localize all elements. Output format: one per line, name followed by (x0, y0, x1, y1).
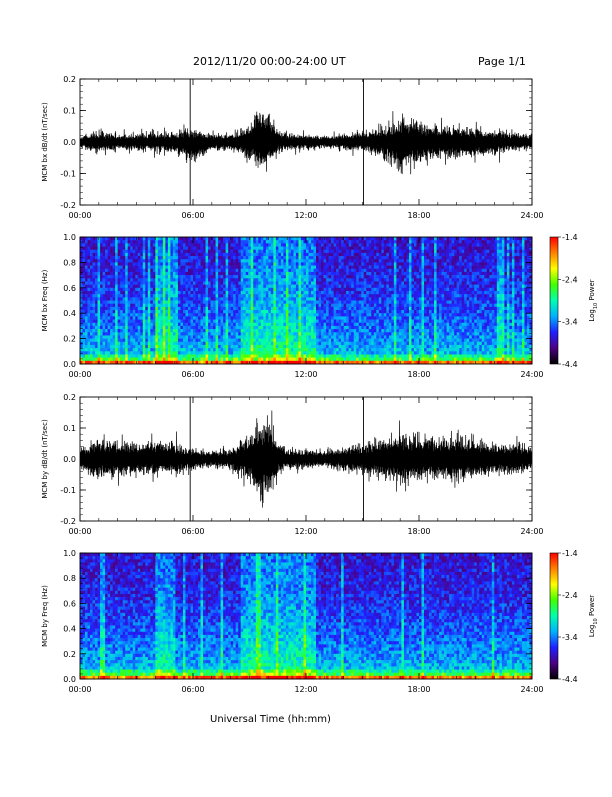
colorbar-label: Log10 Power (588, 595, 599, 637)
signal-trace (80, 410, 532, 507)
date-range-title: 2012/11/20 00:00-24:00 UT (193, 55, 346, 68)
x-tick-label: 24:00 (520, 370, 543, 379)
y-tick-label: 0.1 (63, 107, 76, 116)
colorbar-label-main: Log (588, 309, 596, 322)
x-tick-label: 00:00 (68, 370, 91, 379)
x-tick-label: 06:00 (181, 685, 204, 694)
y-tick-label: 0.6 (63, 599, 76, 608)
y-tick-label: -0.1 (60, 486, 76, 495)
y-tick-label: 0.0 (63, 455, 76, 464)
colorbar-tick-label: -2.4 (562, 275, 578, 284)
x-tick-label: 00:00 (68, 685, 91, 694)
spectrogram (80, 237, 532, 364)
x-tick-label: 18:00 (407, 527, 430, 536)
colorbar-label-main: Log (588, 625, 596, 638)
y-axis-label: MCM by Freq (Hz) (41, 585, 49, 647)
x-tick-label: 18:00 (407, 370, 430, 379)
colorbar-label-tail: Power (588, 279, 596, 303)
y-tick-label: 0.2 (63, 650, 76, 659)
x-axis-label: Universal Time (hh:mm) (210, 714, 331, 725)
y-axis-label: MCM by dB/dt (nT/sec) (41, 419, 49, 499)
y-tick-label: -0.1 (60, 170, 76, 179)
y-tick-label: -0.2 (60, 201, 76, 210)
y-tick-label: 0.4 (63, 625, 76, 634)
colorbar-tick-label: -1.4 (562, 549, 578, 558)
x-tick-label: 18:00 (407, 685, 430, 694)
x-tick-label: 06:00 (181, 527, 204, 536)
colorbar (550, 237, 558, 364)
y-axis-label: MCM bx Freq (Hz) (41, 269, 49, 331)
y-tick-label: -0.2 (60, 517, 76, 526)
y-tick-label: 0.8 (63, 574, 76, 583)
colorbar-tick-label: -1.4 (562, 233, 578, 242)
x-tick-label: 24:00 (520, 685, 543, 694)
y-tick-label: 0.1 (63, 424, 76, 433)
colorbar-tick-label: -4.4 (562, 360, 578, 369)
y-tick-label: 0.2 (63, 75, 76, 84)
y-tick-label: 0.0 (63, 138, 76, 147)
colorbar (550, 553, 558, 679)
colorbar-label-tail: Power (588, 595, 596, 619)
y-tick-label: 0.0 (63, 675, 76, 684)
y-tick-label: 0.6 (63, 284, 76, 293)
y-tick-label: 0.0 (63, 360, 76, 369)
y-tick-label: 0.2 (63, 393, 76, 402)
spectrogram (80, 553, 532, 679)
panels: 00:00 06:00 12:00 18:00 24:00 0.2 0.1 0.0 -0.1 -0… (41, 75, 599, 694)
colorbar-label: Log10 Power (588, 279, 599, 321)
x-tick-label: 12:00 (294, 527, 317, 536)
x-tick-label: 12:00 (294, 370, 317, 379)
y-tick-label: 0.8 (63, 258, 76, 267)
x-tick-label: 00:00 (68, 527, 91, 536)
y-axis-label: MCM bx dB/dt (nT/sec) (41, 102, 49, 182)
colorbar-tick-label: -2.4 (562, 591, 578, 600)
y-tick-label: 1.0 (63, 233, 76, 242)
x-tick-label: 06:00 (181, 370, 204, 379)
y-tick-label: 0.2 (63, 335, 76, 344)
x-tick-label: 12:00 (294, 211, 317, 220)
x-tick-label: 18:00 (407, 211, 430, 220)
x-tick-label: 00:00 (68, 211, 91, 220)
x-tick-label: 12:00 (294, 685, 317, 694)
colorbar-tick-label: -3.4 (562, 318, 578, 327)
colorbar-tick-label: -4.4 (562, 675, 578, 684)
x-tick-label: 24:00 (520, 211, 543, 220)
y-tick-label: 0.4 (63, 309, 76, 318)
x-tick-label: 06:00 (181, 211, 204, 220)
colorbar-tick-label: -3.4 (562, 633, 578, 642)
y-tick-label: 1.0 (63, 549, 76, 558)
page-indicator: Page 1/1 (478, 55, 526, 68)
x-tick-label: 24:00 (520, 527, 543, 536)
signal-trace (80, 111, 532, 174)
